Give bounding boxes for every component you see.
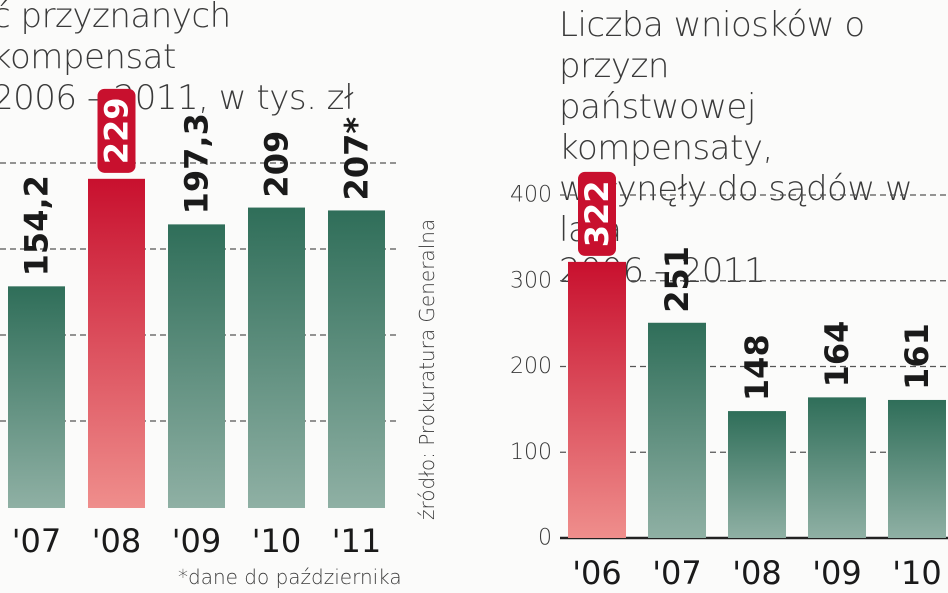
source-note: źródło: Prokuratura Generalna	[415, 218, 439, 520]
chart-2-category-label: '06	[572, 554, 622, 592]
chart-1-bar	[328, 210, 385, 508]
chart-2-highlight-badge	[578, 171, 616, 256]
chart-1-bar	[8, 286, 65, 508]
chart-2-value-label: 148	[738, 334, 776, 401]
chart-1-highlight-badge	[97, 88, 136, 173]
chart-2-category-label: '10	[892, 554, 942, 592]
chart-2-category-label: '08	[732, 554, 782, 592]
chart-2-ytick-label: 200	[510, 354, 552, 379]
chart-1-bar	[168, 224, 225, 508]
chart-1-value-label: 197,3	[178, 113, 216, 214]
chart-1-value-label: 229	[98, 97, 136, 164]
chart-2-bar	[728, 411, 786, 538]
chart-2: 0 100 200 300 400 322 '06 251 '07 148 '08 164 '09 161…	[510, 171, 948, 592]
chart-1: 154,2 '07 229 '08 197,3 '09 209 '10 207* '11	[0, 88, 398, 560]
chart-1-value-label: 154,2	[18, 175, 56, 276]
chart-2-value-label: 161	[898, 323, 936, 390]
chart-2-category-label: '07	[652, 554, 702, 592]
chart-1-value-label: 209	[258, 131, 296, 198]
chart-2-ytick-label: 0	[538, 526, 552, 551]
chart-2-ytick-label: 100	[510, 440, 552, 465]
chart-1-bar	[88, 178, 145, 508]
chart-2-value-label: 251	[658, 246, 696, 313]
chart-2-title: Liczba wniosków o przyzn państwowej komp…	[559, 5, 913, 291]
chart-1-category-label: '08	[92, 522, 142, 560]
chart-2-value-label: 322	[578, 180, 616, 247]
chart-2-bar	[888, 399, 946, 538]
chart-2-ytick-label: 400	[510, 183, 552, 208]
chart-1-category-label: '09	[172, 522, 222, 560]
chart-2-category-label: '09	[812, 554, 862, 592]
footnote: *dane do października	[178, 565, 402, 589]
chart-2-ytick-label: 300	[510, 268, 552, 293]
chart-1-value-label: 207*	[338, 117, 376, 201]
chart-2-value-label: 164	[818, 321, 856, 388]
chart-1-title: ć przyznanych kompensat 2006 – 2011, w t…	[0, 0, 354, 118]
chart-2-bar	[648, 322, 706, 538]
chart-2-bar	[568, 261, 626, 538]
chart-1-bar	[248, 207, 305, 508]
chart-1-category-label: '11	[332, 522, 382, 560]
chart-1-category-label: '07	[12, 522, 62, 560]
chart-2-bar	[808, 397, 866, 538]
chart-1-category-label: '10	[252, 522, 302, 560]
